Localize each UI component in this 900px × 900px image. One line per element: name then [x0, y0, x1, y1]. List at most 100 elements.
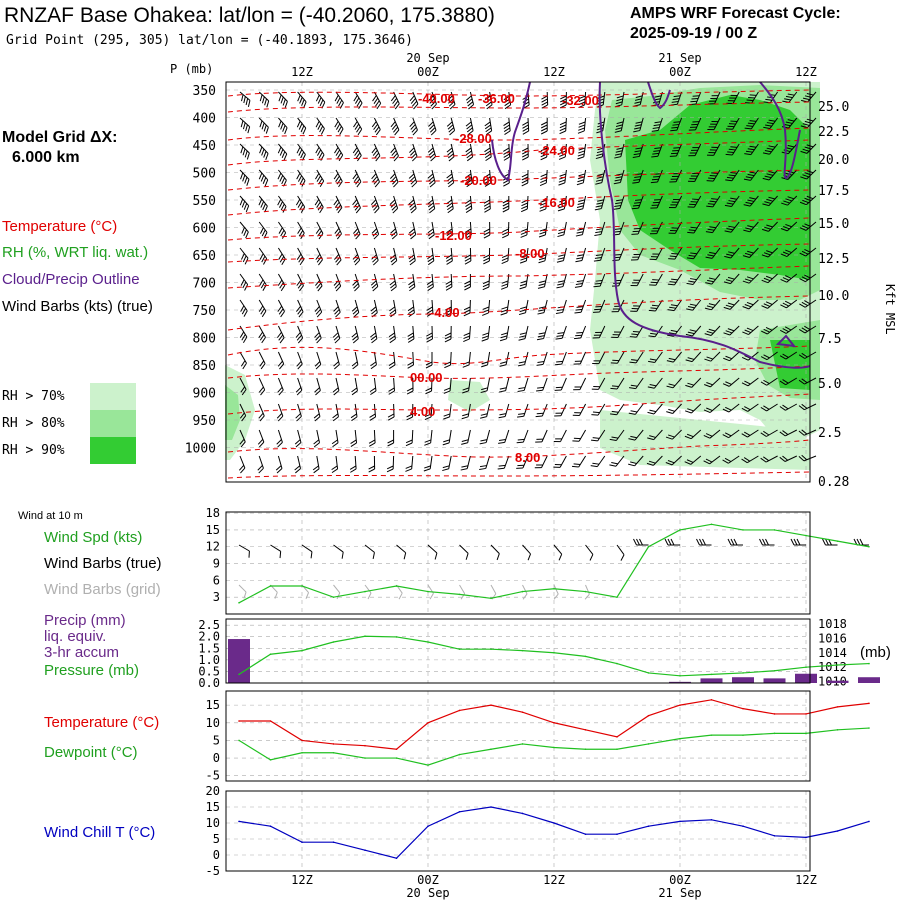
barb-feather	[746, 301, 754, 306]
barb-staff	[277, 325, 285, 338]
barb-staff	[767, 325, 778, 335]
barb-feather	[576, 280, 584, 283]
barb-feather	[240, 120, 244, 128]
barb-staff	[657, 169, 663, 183]
isotherm-label: -20.00	[460, 173, 497, 188]
wind-barb	[334, 117, 344, 135]
barb-feather	[727, 328, 735, 332]
wind-barb	[590, 429, 606, 442]
barb-staff	[711, 247, 721, 259]
barb-staff	[583, 143, 587, 157]
barb-feather	[353, 175, 359, 182]
wind-barb	[460, 455, 471, 471]
barb-feather	[782, 353, 789, 358]
barb-feather	[428, 176, 435, 182]
barb-staff	[469, 117, 474, 131]
barb-feather	[560, 95, 567, 100]
barb-staff	[693, 195, 702, 208]
barb-feather	[243, 203, 248, 210]
wind-barb	[425, 352, 433, 369]
dewpoint-line-point	[269, 759, 272, 761]
wind-barb	[613, 195, 625, 210]
temperature-line-point	[553, 721, 555, 724]
barb-staff	[450, 117, 456, 131]
barb-feather	[245, 205, 250, 213]
barb-feather	[315, 390, 321, 396]
barb-feather	[316, 337, 322, 344]
barb-feather	[443, 390, 451, 394]
barb-feather	[372, 231, 379, 237]
barb-feather	[483, 254, 490, 259]
barb-staff	[769, 117, 779, 129]
wind-barb	[631, 195, 644, 210]
barb-staff	[297, 299, 304, 312]
barb-staff	[599, 299, 606, 313]
barb-feather	[300, 151, 305, 159]
barb-feather	[575, 234, 583, 237]
barb-feather	[310, 551, 313, 559]
wind-barbs-grid-label: Wind Barbs (grid)	[44, 581, 161, 598]
barb-feather	[390, 95, 396, 102]
barb-feather	[498, 416, 506, 419]
barb-feather	[393, 155, 399, 162]
barb-staff	[335, 429, 339, 443]
wind-barb	[314, 325, 322, 344]
isotherm-label: 4.00	[410, 404, 435, 419]
barb-staff	[561, 351, 567, 365]
wind-barb	[479, 429, 491, 445]
barb-feather	[482, 332, 489, 336]
barb-staff	[487, 351, 491, 365]
barb-feather	[353, 257, 359, 263]
wind-barb	[742, 299, 759, 310]
barb-staff	[450, 273, 453, 288]
barb-staff	[335, 221, 342, 234]
wind-barb	[572, 429, 587, 442]
wind-barb	[684, 455, 702, 465]
barb-staff	[258, 351, 266, 364]
barb-feather	[613, 207, 621, 210]
barb-staff	[373, 377, 377, 391]
barb-feather	[781, 202, 788, 206]
pressure-line-point	[332, 641, 335, 643]
barb-feather	[276, 439, 282, 445]
barb-feather	[462, 413, 469, 417]
barb-feather	[368, 468, 375, 473]
wind-barb	[370, 299, 378, 318]
barb-staff	[258, 143, 269, 154]
wind-barb	[314, 299, 323, 318]
barb-feather	[294, 465, 301, 471]
barb-feather	[428, 179, 435, 185]
wind-barb	[741, 403, 759, 412]
barb-feather	[427, 228, 434, 234]
barb-staff	[354, 117, 363, 130]
wind-barb	[352, 273, 360, 292]
dewpoint-line-point	[679, 737, 681, 740]
wind-barb	[332, 403, 339, 422]
barb-staff	[671, 455, 682, 466]
barb-feather	[337, 152, 342, 159]
barb-feather	[729, 97, 736, 99]
barb-staff	[639, 117, 644, 131]
barb-feather	[559, 153, 566, 157]
barb-feather	[691, 149, 698, 151]
wind-barb	[463, 325, 471, 343]
barb-feather	[540, 173, 548, 178]
wind-barb	[351, 325, 359, 344]
barb-feather	[766, 198, 774, 202]
wind-barb	[315, 247, 323, 266]
barb-feather	[556, 309, 564, 312]
barb-feather	[520, 280, 528, 284]
barb-feather	[592, 462, 600, 465]
barb-staff	[469, 91, 475, 105]
wind-barb-grid	[522, 584, 528, 600]
barb-feather	[670, 304, 678, 307]
wind-barb	[465, 91, 475, 110]
wind-barb	[557, 195, 567, 212]
isotherm-labels: -40.00 -36.00 -32.00 -28.00 -24.00 -20.0…	[410, 91, 599, 465]
barb-feather	[633, 127, 641, 130]
barb-staff	[412, 221, 417, 235]
barb-feather	[334, 121, 339, 128]
wind-barb	[445, 299, 452, 317]
barb-feather	[371, 173, 377, 180]
barb-feather	[779, 431, 786, 437]
